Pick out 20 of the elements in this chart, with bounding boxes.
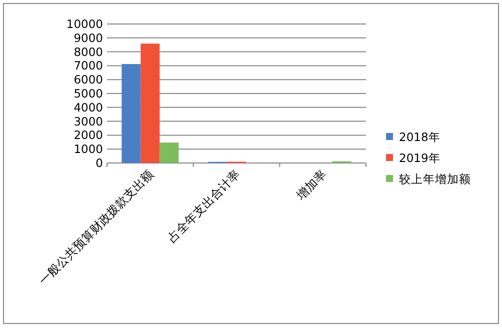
bar <box>122 64 141 163</box>
y-tick-label: 7000 <box>74 58 103 73</box>
legend-label: 2019年 <box>399 151 440 165</box>
y-tick-label: 4000 <box>74 100 103 114</box>
y-tick-label: 1000 <box>74 142 103 156</box>
y-tick-label: 10000 <box>66 17 103 31</box>
x-tick-label: 增加率 <box>292 167 329 204</box>
x-tick-label: 占全年支出合计率 <box>164 167 243 246</box>
legend-label: 较上年增加额 <box>399 172 471 186</box>
y-tick-label: 6000 <box>74 72 103 87</box>
bar <box>140 44 160 163</box>
legend-label: 2018年 <box>399 130 440 144</box>
y-tick-label: 0 <box>96 156 103 170</box>
y-tick-label: 3000 <box>74 114 103 128</box>
y-tick-label: 9000 <box>74 30 103 45</box>
y-tick-label: 5000 <box>74 86 103 100</box>
bar <box>160 142 179 163</box>
y-tick-label: 8000 <box>74 44 103 59</box>
x-tick-label: 一般公共预算财政拨款支出额 <box>36 167 156 288</box>
y-tick-label: 2000 <box>74 128 103 142</box>
